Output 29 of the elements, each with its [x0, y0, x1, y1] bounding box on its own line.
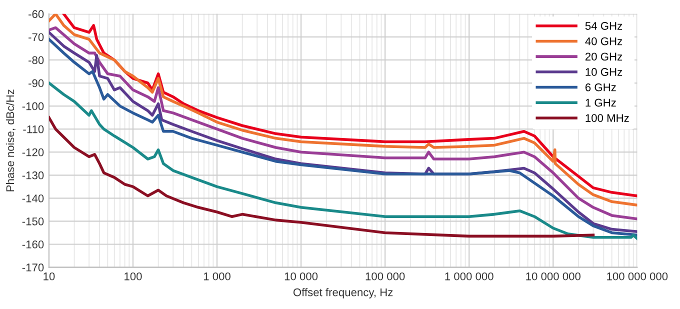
x-tick-label: 1 000 000 [445, 272, 494, 280]
y-tick-label: -150 [22, 217, 44, 226]
y-tick-label: -70 [28, 33, 44, 42]
x-tick-label: 10 000 000 [526, 272, 581, 280]
x-tick-label: 1 000 [204, 272, 230, 280]
y-tick-label: -140 [22, 194, 44, 202]
y-axis-title: Phase noise, dBc/Hz [6, 90, 16, 192]
y-tick-label: -120 [22, 148, 44, 156]
x-tick-label: 10 000 [284, 272, 318, 280]
x-tick-label: 100 000 000 [607, 272, 668, 280]
y-tick-label: -170 [22, 264, 44, 272]
legend-label: 1 GHz [586, 98, 616, 107]
y-tick-label: -160 [22, 240, 44, 248]
legend-label: 54 GHz [585, 22, 622, 30]
legend-label: 40 GHz [585, 37, 622, 46]
x-tick-label: 100 000 [366, 272, 405, 280]
y-tick-label: -130 [22, 171, 44, 180]
y-tick-label: -60 [28, 10, 44, 18]
y-tick-label: -80 [28, 56, 44, 64]
legend-label: 6 GHz [585, 83, 616, 92]
legend-label: 20 GHz [585, 52, 622, 61]
legend-label: 10 GHz [586, 68, 622, 76]
y-tick-label: -100 [22, 102, 44, 110]
legend-label: 100 MHz [586, 114, 629, 122]
x-tick-label: 100 [124, 272, 142, 280]
y-tick-label: -90 [28, 79, 44, 88]
x-tick-label: 10 [44, 272, 55, 280]
x-axis-title: Offset frequency, Hz [293, 288, 393, 298]
y-tick-label: -110 [23, 125, 44, 134]
